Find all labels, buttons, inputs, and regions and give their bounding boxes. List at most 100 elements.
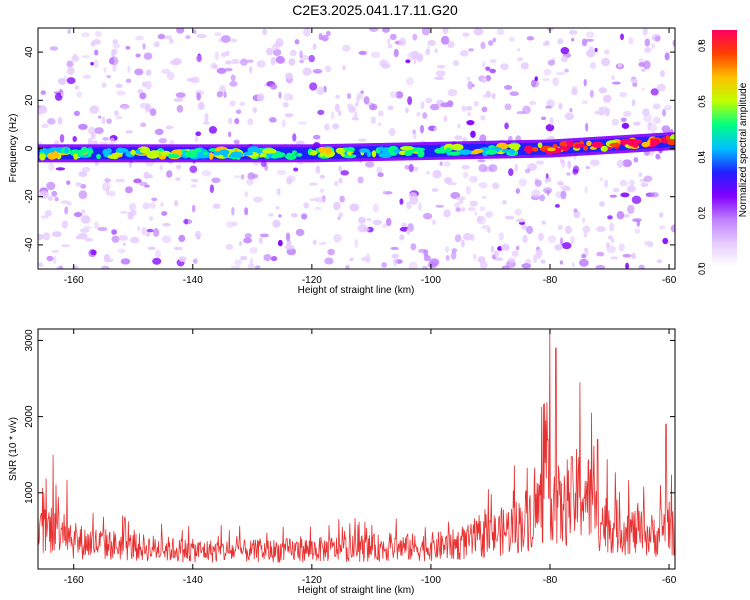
spectrogram-cell bbox=[560, 55, 568, 63]
spectrogram-cell bbox=[412, 131, 417, 140]
spectrogram-cell bbox=[339, 195, 345, 203]
spectrogram-cell bbox=[278, 214, 282, 218]
spectrogram-cell bbox=[275, 205, 280, 210]
spectrogram-cell bbox=[370, 146, 373, 159]
spectrogram-cell bbox=[80, 215, 91, 224]
spectrogram-cell bbox=[263, 253, 272, 262]
spectrogram-cell bbox=[530, 79, 540, 88]
spectrogram-cell bbox=[78, 190, 88, 200]
spectrogram-cell bbox=[601, 57, 611, 67]
spectrogram-cell bbox=[371, 150, 377, 158]
spectrogram-cell bbox=[366, 217, 372, 222]
spectrogram-cell bbox=[92, 39, 101, 45]
snr-frame bbox=[37, 328, 676, 570]
spectrogram-cell bbox=[125, 46, 131, 50]
spectrogram-cell bbox=[309, 82, 318, 91]
spectrogram-cell bbox=[393, 148, 401, 154]
spectrogram-cell bbox=[557, 38, 564, 45]
spectrogram-cell bbox=[544, 177, 549, 184]
spectrogram-cell bbox=[610, 238, 615, 243]
spectrogram-cell bbox=[285, 152, 297, 160]
spectrogram-x-tick-label: -140 bbox=[183, 275, 203, 286]
spectrogram-cell bbox=[285, 72, 293, 80]
spectrogram-cell bbox=[407, 51, 417, 61]
spectrogram-cell bbox=[312, 239, 317, 245]
spectrogram-cell bbox=[265, 47, 273, 56]
spectrogram-cell bbox=[631, 99, 636, 107]
spectrogram-cell bbox=[194, 230, 202, 240]
spectrogram-cell bbox=[226, 221, 235, 228]
spectrogram-cell bbox=[501, 148, 509, 153]
spectrogram-cell bbox=[570, 141, 573, 154]
spectrogram-cell bbox=[292, 133, 297, 142]
spectrogram-cell bbox=[652, 103, 661, 110]
spectrogram-cell bbox=[313, 134, 321, 140]
spectrogram-cell bbox=[296, 147, 299, 160]
spectrogram-cell bbox=[492, 37, 497, 43]
spectrogram-cell bbox=[154, 128, 164, 136]
spectrogram-cell bbox=[192, 258, 198, 264]
spectrogram-cell bbox=[234, 118, 240, 125]
spectrogram-cell bbox=[654, 35, 661, 42]
spectrogram-cell bbox=[114, 110, 119, 117]
spectrogram-cell bbox=[40, 90, 46, 95]
spectrogram-cell bbox=[93, 59, 99, 69]
spectrogram-cell bbox=[570, 236, 575, 245]
spectrogram-cell bbox=[122, 147, 125, 160]
spectrogram-cell bbox=[152, 257, 162, 265]
spectrogram-cell bbox=[275, 152, 284, 158]
spectrogram-cell bbox=[354, 239, 359, 248]
spectrogram-cell bbox=[469, 200, 479, 207]
spectrogram-cell bbox=[607, 215, 613, 220]
spectrogram-cell bbox=[460, 49, 469, 57]
spectrogram-cell bbox=[289, 49, 297, 57]
spectrogram-cell bbox=[521, 263, 532, 269]
spectrogram-cell bbox=[418, 202, 422, 211]
spectrogram-cell bbox=[286, 147, 289, 160]
spectrogram-cell bbox=[117, 248, 126, 254]
spectrogram-cell bbox=[472, 144, 475, 157]
spectrogram-cell bbox=[318, 147, 321, 160]
spectrogram-cell bbox=[399, 146, 414, 151]
spectrogram-cell bbox=[299, 59, 304, 64]
spectrogram-cell bbox=[447, 88, 458, 97]
spectrogram-cell bbox=[189, 165, 198, 174]
spectrogram-cell bbox=[659, 212, 664, 218]
spectrogram-cell bbox=[334, 103, 340, 112]
spectrogram-cell bbox=[190, 178, 199, 183]
spectrogram-cell bbox=[64, 206, 69, 215]
spectrogram-cell bbox=[485, 74, 491, 82]
spectrogram-cell bbox=[317, 109, 325, 115]
spectrogram-cell bbox=[165, 125, 174, 130]
spectrogram-cell bbox=[643, 175, 653, 183]
spectrogram-cell bbox=[461, 105, 467, 112]
spectrogram-cell bbox=[101, 82, 107, 89]
spectrogram-cell bbox=[192, 29, 197, 35]
spectrogram-cell bbox=[208, 126, 218, 134]
spectrogram-cell bbox=[534, 76, 538, 82]
spectrogram-cell bbox=[604, 49, 610, 55]
spectrogram-cell bbox=[640, 182, 649, 187]
spectrogram-cell bbox=[277, 239, 283, 247]
spectrogram-cell bbox=[596, 251, 605, 257]
spectrogram-cell bbox=[504, 84, 513, 90]
spectrogram-cell bbox=[81, 166, 91, 173]
spectrogram-cell bbox=[268, 213, 274, 217]
snr-y-tick-label: 3000 bbox=[24, 329, 35, 352]
spectrogram-cell bbox=[173, 97, 184, 103]
spectrogram-cell bbox=[607, 235, 613, 240]
spectrogram-cell bbox=[514, 208, 523, 216]
spectrogram-cell bbox=[244, 190, 249, 198]
spectrogram-cell bbox=[376, 166, 383, 174]
spectrogram-cell bbox=[619, 179, 628, 187]
spectrogram-cell bbox=[185, 35, 191, 40]
spectrogram-cell bbox=[196, 33, 207, 39]
snr-x-tick-label: -120 bbox=[302, 575, 322, 586]
spectrogram-cell bbox=[421, 28, 431, 36]
spectrogram-cell bbox=[276, 169, 287, 176]
spectrogram-cell bbox=[378, 151, 392, 159]
colorbar-tick-label: 0.4 bbox=[697, 151, 707, 164]
spectrogram-cell bbox=[293, 167, 299, 172]
spectrogram-cell bbox=[380, 63, 391, 69]
